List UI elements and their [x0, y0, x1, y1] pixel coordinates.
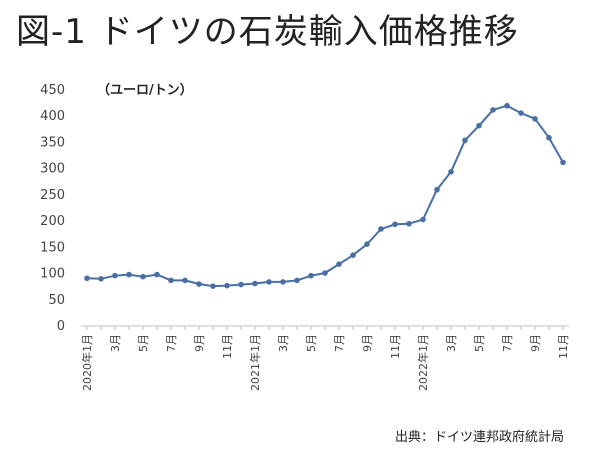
- source-note: 出典：ドイツ連邦政府統計局: [394, 430, 564, 445]
- data-point: [294, 277, 300, 284]
- data-point: [98, 276, 104, 282]
- x-tick-label: 3月: [109, 334, 122, 352]
- data-point: [140, 273, 146, 280]
- y-tick-label: 0: [57, 319, 65, 334]
- data-point: [406, 220, 412, 227]
- x-tick-label: 11月: [557, 334, 570, 359]
- data-point: [532, 116, 538, 122]
- data-point: [224, 282, 230, 289]
- data-point: [154, 271, 160, 278]
- x-tick-label: 3月: [445, 334, 458, 352]
- x-tick-label: 7月: [333, 334, 346, 352]
- y-tick-label: 450: [40, 83, 65, 98]
- data-point: [448, 169, 454, 175]
- y-tick-label: 350: [40, 135, 65, 150]
- data-point: [420, 216, 426, 223]
- x-tick-label: 3月: [277, 334, 290, 352]
- x-tick-label: 5月: [137, 334, 150, 352]
- y-unit-label: （ユーロ/トン）: [97, 83, 193, 98]
- data-point: [560, 159, 566, 166]
- data-point: [238, 281, 244, 288]
- data-point: [434, 186, 440, 193]
- data-point: [266, 279, 272, 285]
- x-tick-label: 9月: [529, 334, 542, 352]
- data-point: [462, 137, 468, 144]
- chart-plot-area: [84, 102, 566, 289]
- x-tick-label: 2022年1月: [416, 334, 430, 391]
- data-point: [378, 226, 384, 232]
- data-point: [280, 279, 286, 285]
- series-line: [86, 104, 564, 288]
- y-tick-label: 100: [40, 267, 65, 282]
- data-point: [182, 277, 188, 284]
- data-point: [252, 280, 258, 287]
- data-point: [308, 272, 314, 279]
- data-point: [350, 252, 356, 258]
- data-point: [168, 277, 174, 284]
- data-point: [546, 134, 552, 141]
- data-point: [196, 281, 202, 287]
- x-tick-label: 2020年1月: [80, 334, 94, 391]
- x-tick-label: 11月: [221, 334, 234, 359]
- data-point: [322, 270, 328, 276]
- x-tick-label: 7月: [501, 334, 514, 352]
- x-tick-label: 2021年1月: [248, 334, 262, 391]
- data-point: [112, 272, 118, 279]
- data-point: [490, 107, 496, 113]
- x-tick-label: 9月: [193, 334, 206, 352]
- data-point: [476, 122, 482, 129]
- y-tick-label: 150: [40, 240, 65, 255]
- chart-axes: [81, 325, 569, 330]
- x-tick-label: 11月: [389, 334, 402, 359]
- x-tick-label: 5月: [473, 334, 486, 352]
- x-tick-label: 5月: [305, 334, 318, 352]
- data-point: [336, 261, 342, 267]
- data-point: [518, 110, 524, 116]
- data-point: [392, 221, 398, 228]
- x-tick-label: 7月: [165, 334, 178, 352]
- chart-ticks: 0 50 100 150 200 250 300 350 400 450 2020年1月 3月 5月 7月…: [40, 83, 570, 391]
- data-point: [364, 241, 370, 247]
- y-tick-label: 50: [48, 293, 65, 308]
- y-tick-label: 400: [40, 109, 65, 124]
- data-point: [210, 283, 216, 289]
- y-tick-label: 300: [40, 162, 65, 177]
- data-point: [84, 275, 90, 282]
- data-point: [504, 102, 510, 109]
- chart-title: 図-1 ドイツの石炭輸入価格推移: [16, 12, 519, 52]
- y-tick-label: 200: [40, 214, 65, 229]
- y-tick-label: 250: [40, 188, 65, 203]
- x-tick-label: 9月: [361, 334, 374, 352]
- data-point: [126, 271, 132, 278]
